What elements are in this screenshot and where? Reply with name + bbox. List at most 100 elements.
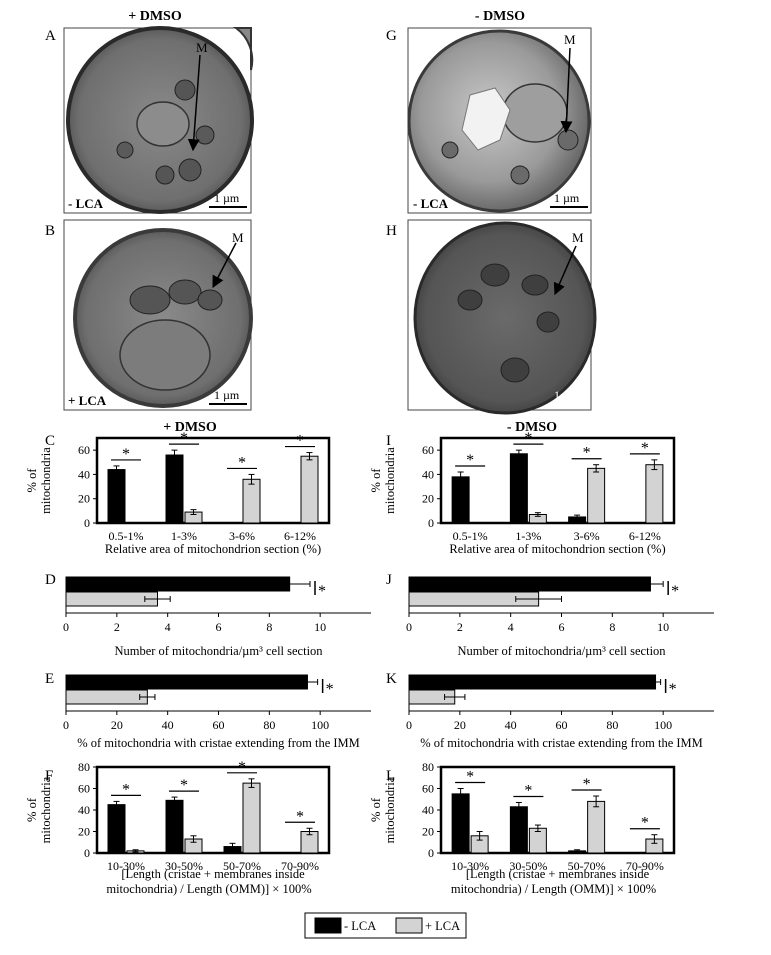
em-panel-a: A M - LCA 1 µm xyxy=(45,26,254,214)
chart-f-category-label: 50-70% xyxy=(223,859,261,873)
chart-l-ylabel: % ofmitochondria xyxy=(369,776,397,843)
chart-d-xtick-label: 10 xyxy=(314,620,326,634)
chart-l-bar-minus-lca xyxy=(509,806,528,854)
em-panel-h: H M + LCA 1 µm xyxy=(386,219,597,415)
chart-c-bar-minus-lca xyxy=(165,454,184,524)
chart-l-ylabel-line: % of xyxy=(369,797,383,822)
chart-j-xtick-label: 0 xyxy=(406,620,412,634)
chart-j: J 0 2 4 6 8 10 * Number of mitochondria/µm³ cell… xyxy=(386,572,714,658)
chart-l-significance-star: * xyxy=(524,782,532,799)
chart-f-ylabel-line: mitochondria xyxy=(39,776,53,843)
chart-e-xtick-label: 80 xyxy=(263,718,275,732)
chart-j-xtick-label: 8 xyxy=(609,620,615,634)
em-panel-g: G M - LCA 1 µm xyxy=(386,27,592,214)
chart-d-bar-plus-lca xyxy=(65,591,158,607)
chart-f-significance-star: * xyxy=(122,781,130,798)
chart-c-ylabel-line: % of xyxy=(25,468,39,493)
chart-j-xtick-label: 4 xyxy=(508,620,514,634)
chart-i-significance-star: * xyxy=(583,445,591,462)
chart-f-ytick-label: 0 xyxy=(84,846,90,860)
chart-d-xtick-label: 6 xyxy=(216,620,222,634)
chart-c-ylabel-line: mitochondria xyxy=(39,447,53,514)
chart-l-ytick-label: 40 xyxy=(422,803,434,817)
chart-e: E 0 20 40 60 80 100 * % of mitochondria with cri… xyxy=(45,671,371,750)
chart-l-ytick-label: 20 xyxy=(422,825,434,839)
chart-i-significance-star: * xyxy=(524,430,532,447)
chart-i-bar-minus-lca xyxy=(451,476,470,524)
chart-f-ylabel: % ofmitochondria xyxy=(25,776,53,843)
chart-e-bar-plus-lca xyxy=(65,689,148,705)
chart-d-xtick-label: 2 xyxy=(114,620,120,634)
scale-bar-label-a: 1 µm xyxy=(214,191,240,205)
chart-c-significance-star: * xyxy=(296,433,304,450)
chart-c-category-label: 1-3% xyxy=(171,529,197,543)
chart-f-significance-star: * xyxy=(238,759,246,776)
chart-d-bar-minus-lca xyxy=(65,576,291,592)
chart-i: I 0 20 40 60 % ofmitochondria 0.5-1% * 1-3% * 3-6%… xyxy=(369,430,676,556)
chart-i-ylabel: % ofmitochondria xyxy=(369,447,397,514)
chart-d-significance-star: * xyxy=(318,583,326,600)
chart-j-xtick-label: 10 xyxy=(657,620,669,634)
chart-f-bar-minus-lca xyxy=(107,804,126,854)
chart-f-xlabel: mitochondria) / Length (OMM)] × 100% xyxy=(106,882,311,896)
chart-i-panel-letter: I xyxy=(386,433,391,449)
chart-i-bar-plus-lca xyxy=(587,467,606,524)
chart-i-bar-minus-lca xyxy=(509,453,528,524)
chart-l-xlabel: mitochondria) / Length (OMM)] × 100% xyxy=(451,882,656,896)
chart-f-panel-letter: F xyxy=(45,768,53,784)
chart-j-xtick-label: 6 xyxy=(559,620,565,634)
chart-i-significance-star: * xyxy=(641,440,649,457)
chart-f-ytick-label: 60 xyxy=(78,782,90,796)
mito-label-g: M xyxy=(564,32,576,47)
chart-i-ytick-label: 40 xyxy=(422,467,434,481)
condition-label-g: - LCA xyxy=(413,196,449,211)
chart-c-bar-plus-lca xyxy=(300,455,319,524)
chart-l-ytick-label: 80 xyxy=(422,760,434,774)
chart-c: C 0 20 40 60 % ofmitochondria 0.5-1% * 1-3% * 3-6%… xyxy=(25,430,331,556)
condition-label-h: + LCA xyxy=(413,393,452,408)
chart-j-xtick-label: 2 xyxy=(457,620,463,634)
chart-k-significance-star: * xyxy=(669,681,677,698)
condition-label-b: + LCA xyxy=(68,393,107,408)
chart-i-ytick-label: 0 xyxy=(428,516,434,530)
chart-d-xtick-label: 0 xyxy=(63,620,69,634)
chart-k-xtick-label: 100 xyxy=(654,718,672,732)
chart-c-ylabel: % ofmitochondria xyxy=(25,447,53,514)
chart-j-panel-letter: J xyxy=(386,572,392,588)
mito-label-h: M xyxy=(572,230,584,245)
chart-i-ytick-label: 60 xyxy=(422,443,434,457)
chart-e-xtick-label: 20 xyxy=(111,718,123,732)
chart-l-panel-letter: L xyxy=(386,768,395,784)
chart-c-category-label: 6-12% xyxy=(284,529,316,543)
chart-l-category-label: 10-30% xyxy=(451,859,489,873)
chart-f-category-label: 10-30% xyxy=(107,859,145,873)
chart-f-bar-plus-lca xyxy=(242,782,261,854)
chart-l-significance-star: * xyxy=(466,769,474,786)
chart-e-xtick-label: 60 xyxy=(213,718,225,732)
chart-i-ytick-label: 20 xyxy=(422,492,434,506)
mito-label-a: M xyxy=(196,40,208,55)
condition-label-a: - LCA xyxy=(68,196,104,211)
chart-l-ytick-label: 60 xyxy=(422,782,434,796)
chart-i-xlabel: Relative area of mitochondrion section (… xyxy=(449,542,665,556)
chart-f-ylabel-line: % of xyxy=(25,797,39,822)
chart-c-frame xyxy=(95,436,331,525)
chart-i-bar-plus-lca xyxy=(645,464,664,524)
chart-d: D 0 2 4 6 8 10 * Number of mitochondria/µm³ cell… xyxy=(45,572,371,658)
chart-k-panel-letter: K xyxy=(386,671,397,687)
chart-i-frame xyxy=(439,436,676,525)
chart-d-panel-letter: D xyxy=(45,572,56,588)
chart-l-bar-minus-lca xyxy=(451,793,470,854)
panel-letter-b: B xyxy=(45,223,55,239)
chart-e-xlabel: % of mitochondria with cristae extending… xyxy=(77,736,360,750)
chart-c-significance-star: * xyxy=(122,446,130,463)
chart-l-category-label: 30-50% xyxy=(509,859,547,873)
chart-k-xtick-label: 20 xyxy=(454,718,466,732)
chart-title-i: - DMSO xyxy=(507,420,557,435)
chart-l-xlabel: [Length (cristae + membranes inside xyxy=(466,867,650,881)
chart-c-category-label: 3-6% xyxy=(229,529,255,543)
chart-e-xtick-label: 40 xyxy=(162,718,174,732)
chart-l-category-label: 70-90% xyxy=(626,859,664,873)
